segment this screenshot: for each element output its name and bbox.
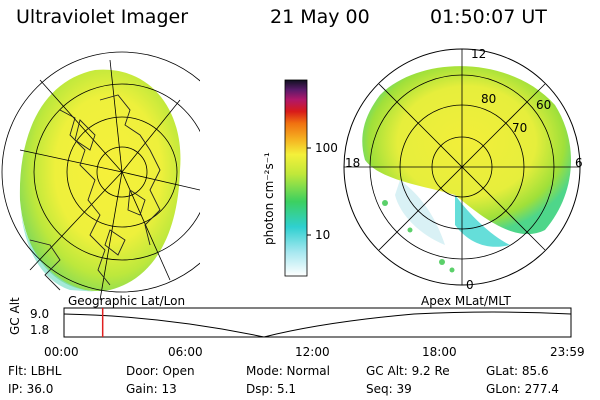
glon-info: GLon: 277.4 bbox=[486, 382, 559, 396]
door-info: Door: Open bbox=[126, 364, 195, 378]
timeline-xtick-2359: 23:59 bbox=[550, 345, 585, 359]
gc-alt-info: GC Alt: 9.2 Re bbox=[366, 364, 450, 378]
dsp-info: Dsp: 5.1 bbox=[246, 382, 297, 396]
timeline-plot bbox=[63, 307, 572, 338]
mode-info: Mode: Normal bbox=[246, 364, 330, 378]
colorbar-tick-100: 100 bbox=[315, 141, 338, 155]
date-label: 21 May 00 bbox=[270, 6, 370, 28]
colorbar-unit-label: photon cm⁻²s⁻¹ bbox=[262, 152, 276, 245]
timeline-xtick-1200: 12:00 bbox=[295, 345, 330, 359]
filter-info: Flt: LBHL bbox=[8, 364, 62, 378]
aurora-disk-left bbox=[19, 69, 181, 292]
app-title: Ultraviolet Imager bbox=[16, 6, 189, 28]
timeline-ytick-high: 9.0 bbox=[30, 307, 50, 321]
ip-info: IP: 36.0 bbox=[8, 382, 54, 396]
glat-info: GLat: 85.6 bbox=[486, 364, 549, 378]
timeline-xtick-1800: 18:00 bbox=[422, 345, 457, 359]
time-label: 01:50:07 UT bbox=[430, 6, 547, 28]
geographic-map-label: Geographic Lat/Lon bbox=[68, 294, 186, 308]
mlt-label-12: 12 bbox=[471, 47, 487, 61]
colorbar bbox=[284, 79, 311, 277]
mlt-label-0: 0 bbox=[466, 278, 474, 292]
mlt-label-6: 6 bbox=[575, 156, 583, 170]
mlt-label-18: 18 bbox=[345, 156, 361, 170]
mlat-label-70: 70 bbox=[512, 121, 528, 135]
gain-info: Gain: 13 bbox=[126, 382, 177, 396]
apex-map-label: Apex MLat/MLT bbox=[421, 294, 511, 308]
seq-info: Seq: 39 bbox=[366, 382, 412, 396]
apex-polar-map bbox=[343, 48, 581, 286]
timeline-ytick-low: 1.8 bbox=[30, 323, 50, 337]
timeline-ylabel: GC Alt bbox=[8, 297, 22, 335]
timeline-xtick-0600: 06:00 bbox=[168, 345, 203, 359]
geographic-map bbox=[1, 51, 200, 300]
timeline-xtick-0000: 00:00 bbox=[44, 345, 79, 359]
mlat-label-60: 60 bbox=[536, 98, 552, 112]
mlat-label-80: 80 bbox=[481, 92, 497, 106]
colorbar-tick-10: 10 bbox=[315, 228, 331, 242]
